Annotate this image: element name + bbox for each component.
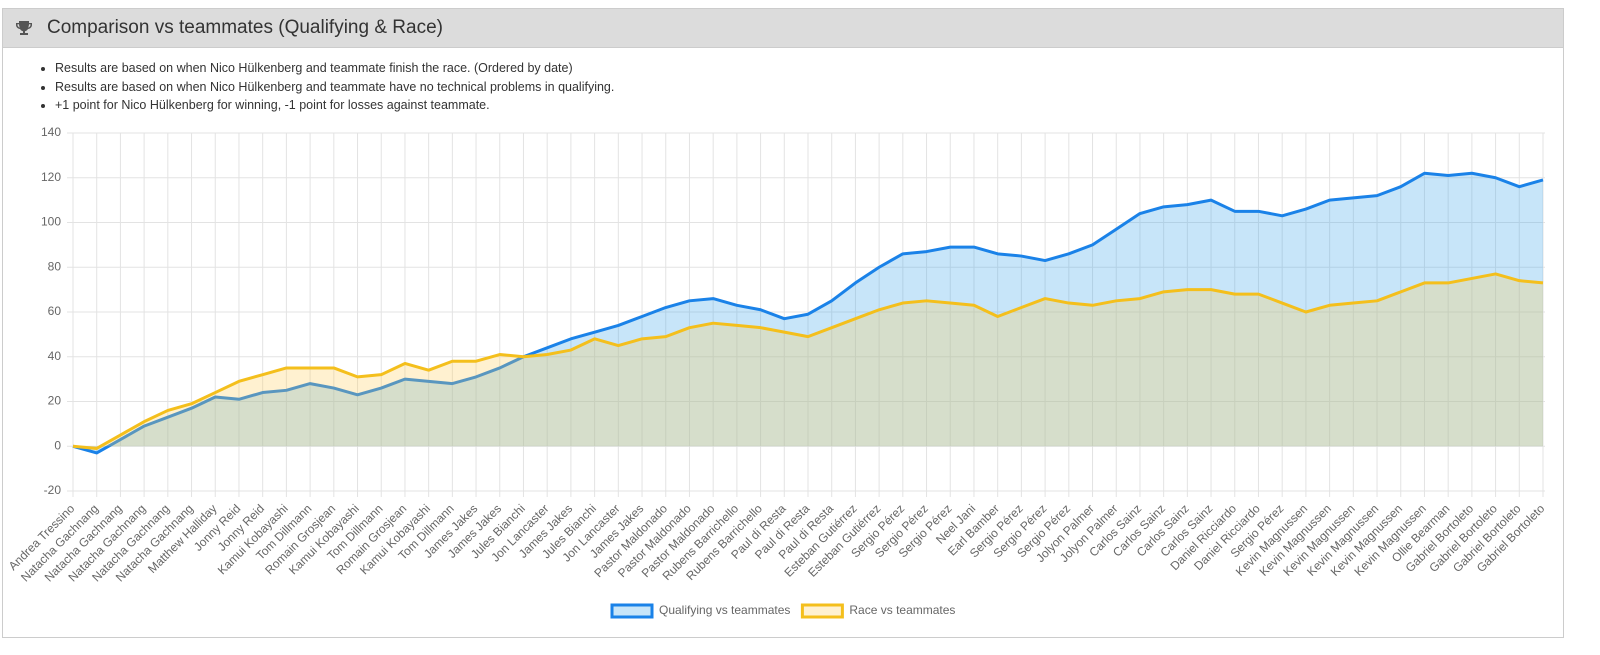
panel-title: Comparison vs teammates (Qualifying & Ra…	[47, 17, 443, 38]
legend-swatch	[800, 603, 844, 619]
legend-label: Qualifying vs teammates	[659, 603, 790, 617]
y-tick-label: 100	[41, 215, 61, 229]
y-tick-label: -20	[44, 483, 62, 497]
series-line	[72, 171, 1544, 455]
legend-swatch	[610, 603, 654, 619]
y-tick-label: 140	[41, 125, 61, 139]
y-tick-label: 120	[41, 170, 61, 184]
legend-label: Race vs teammates	[849, 603, 955, 617]
y-tick-label: 80	[48, 259, 62, 273]
series-area	[73, 273, 1543, 449]
trophy-icon	[16, 21, 32, 35]
note: Results are based on when Nico Hülkenber…	[55, 78, 614, 97]
notes: Results are based on when Nico Hülkenber…	[33, 59, 614, 115]
series-line	[72, 272, 1544, 450]
note: Results are based on when Nico Hülkenber…	[55, 59, 614, 78]
y-tick-label: 0	[54, 438, 61, 452]
y-tick-label: 20	[48, 394, 62, 408]
y-tick-label: 40	[48, 349, 62, 363]
panel: Comparison vs teammates (Qualifying & Ra…	[2, 8, 1564, 638]
y-tick-label: 60	[48, 304, 62, 318]
panel-header: Comparison vs teammates (Qualifying & Ra…	[3, 9, 1563, 48]
note: +1 point for Nico Hülkenberg for winning…	[55, 96, 614, 115]
